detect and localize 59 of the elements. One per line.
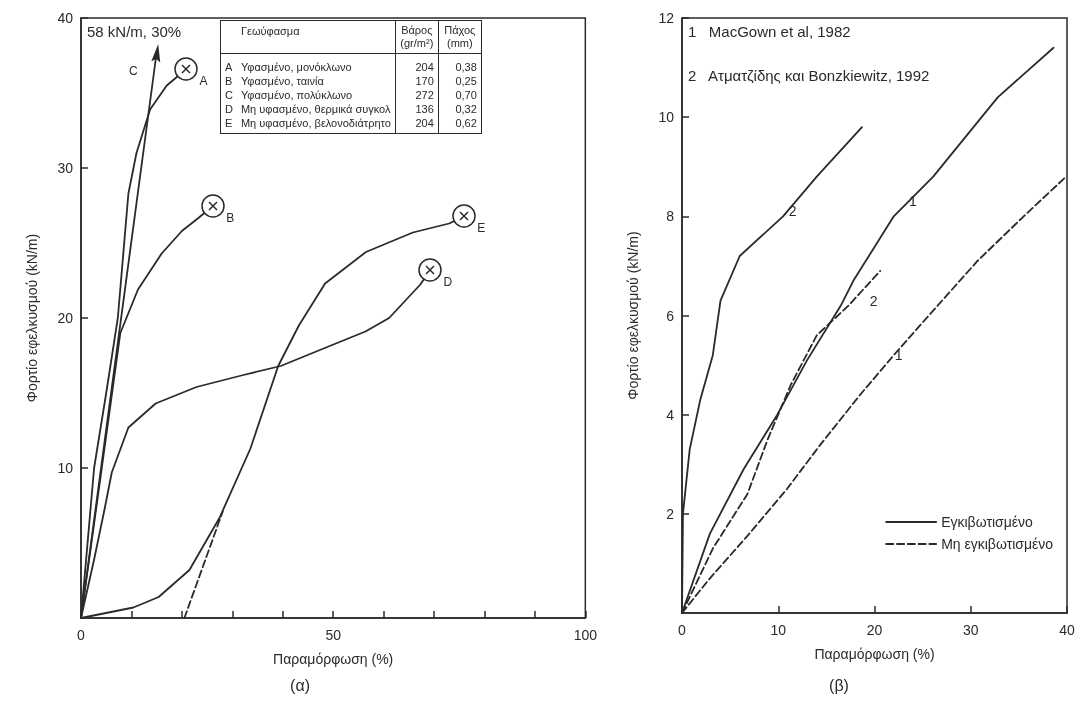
y-tick-label: 6 <box>666 307 675 324</box>
y-tick-label: 20 <box>57 310 74 326</box>
x-tick-label: 50 <box>325 627 342 643</box>
annotation: 136 <box>395 102 439 116</box>
series-label: C <box>128 63 138 78</box>
annotation: Υφασμένο, πολύκλωνο <box>239 88 354 102</box>
x-tick-label: 20 <box>866 622 883 638</box>
x-tick-label: 100 <box>573 627 598 643</box>
annotation: 204 <box>395 116 439 134</box>
annotation: Υφασμένο, μονόκλωνο <box>239 60 353 74</box>
annotation: C <box>224 88 234 102</box>
annotation: 170 <box>395 74 439 88</box>
annotation: Μη υφασμένο, βελονοδιάτρητο <box>239 116 392 131</box>
annotation: Υφασμένο, ταινία <box>239 74 325 88</box>
y-tick-label: 10 <box>658 109 675 126</box>
x-axis-title: Παραμόρφωση (%) <box>814 646 935 662</box>
x-tick-label: 0 <box>77 627 86 643</box>
annotation: E <box>224 116 234 131</box>
y-tick-label: 10 <box>57 460 74 476</box>
x-tick-label: 30 <box>962 622 979 638</box>
annotation: D <box>224 102 234 116</box>
legend-label: Μη εγκιβωτισμένο <box>941 536 1054 552</box>
annotation: 0,32 <box>438 102 482 116</box>
y-tick-label: 8 <box>666 208 675 225</box>
x-tick-label: 40 <box>1059 622 1075 638</box>
x-tick-label: 0 <box>678 622 687 638</box>
annotation: 272 <box>395 88 439 102</box>
annotation: Μη υφασμένο, θερμικά συγκολ <box>239 102 392 116</box>
series-label: D <box>443 275 453 289</box>
text: (β) <box>829 676 849 694</box>
annotation: Πάχος (mm) <box>438 20 482 54</box>
y-tick-label: 12 <box>658 10 675 26</box>
y-tick-label: 30 <box>57 160 74 176</box>
annotation: A <box>224 60 234 74</box>
annotation: Γεωύφασμα <box>220 20 396 54</box>
annotation: 0,25 <box>438 74 482 88</box>
annotation: 0,38 <box>438 53 482 74</box>
series-label: E <box>477 221 486 235</box>
y-tick-label: 4 <box>666 406 675 423</box>
annotation: 204 <box>395 53 439 74</box>
annotation: 2 Ατματζίδης και Bonzkiewitz, 1992 <box>688 67 930 84</box>
series-label: B <box>226 210 235 225</box>
x-axis-title: Παραμόρφωση (%) <box>273 651 394 667</box>
annotation: 2 <box>869 292 878 309</box>
annotation: 0,62 <box>438 116 482 134</box>
series-label: A <box>199 74 208 88</box>
y-axis-title: Φορτίο εφελκυσμού (kN/m) <box>625 231 641 400</box>
annotation: B <box>224 74 234 88</box>
y-axis-title: Φορτίο εφελκυσμού (kN/m) <box>24 233 40 403</box>
annotation: 1 <box>894 347 903 364</box>
annotation: Βάρος (gr/m²) <box>395 20 439 54</box>
annotation: 58 kN/m, 30% <box>87 23 182 40</box>
y-tick-label: 40 <box>57 10 74 26</box>
annotation: 0,70 <box>438 88 482 102</box>
y-tick-label: 2 <box>666 505 675 522</box>
legend-label: Εγκιβωτισμένο <box>941 514 1033 530</box>
x-tick-label: 10 <box>770 622 787 638</box>
annotation: 1 MacGown et al, 1982 <box>688 23 851 40</box>
text: (α) <box>290 676 310 694</box>
